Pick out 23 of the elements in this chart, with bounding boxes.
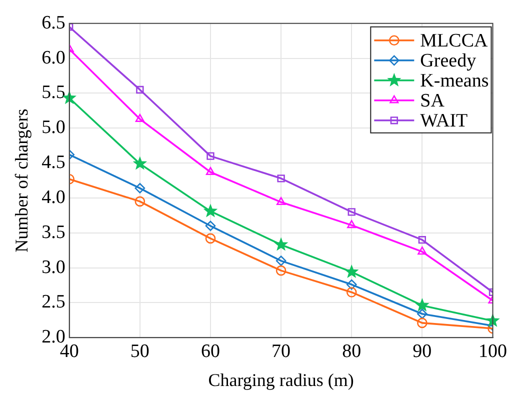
legend-label: K-means bbox=[420, 70, 489, 92]
y-tick-label: 6.5 bbox=[42, 12, 66, 34]
x-tick-label: 70 bbox=[272, 340, 291, 362]
legend-label: WAIT bbox=[420, 110, 468, 132]
x-axis-title: Charging radius (m) bbox=[208, 370, 354, 390]
y-tick-label: 2.5 bbox=[42, 292, 66, 313]
y-tick-label: 5.5 bbox=[42, 82, 66, 104]
x-tick-label: 60 bbox=[200, 340, 220, 362]
x-tick-label: 50 bbox=[130, 340, 150, 362]
y-tick-label: 3.5 bbox=[42, 222, 66, 243]
legend-label: Greedy bbox=[420, 50, 477, 72]
legend-label: SA bbox=[420, 90, 445, 112]
y-tick-label: 4.0 bbox=[42, 186, 66, 208]
y-axis-title: Number of chargers bbox=[12, 108, 32, 252]
y-tick-label: 6.0 bbox=[42, 47, 66, 68]
y-tick-label: 3.0 bbox=[42, 256, 66, 278]
x-tick-label: 100 bbox=[478, 340, 507, 362]
y-tick-label: 4.5 bbox=[42, 152, 66, 174]
x-tick-label: 80 bbox=[342, 340, 362, 362]
y-tick-label: 5.0 bbox=[42, 117, 66, 138]
x-tick-label: 90 bbox=[412, 340, 432, 362]
legend-label: MLCCA bbox=[420, 30, 488, 52]
y-tick-label: 2.0 bbox=[42, 326, 66, 348]
